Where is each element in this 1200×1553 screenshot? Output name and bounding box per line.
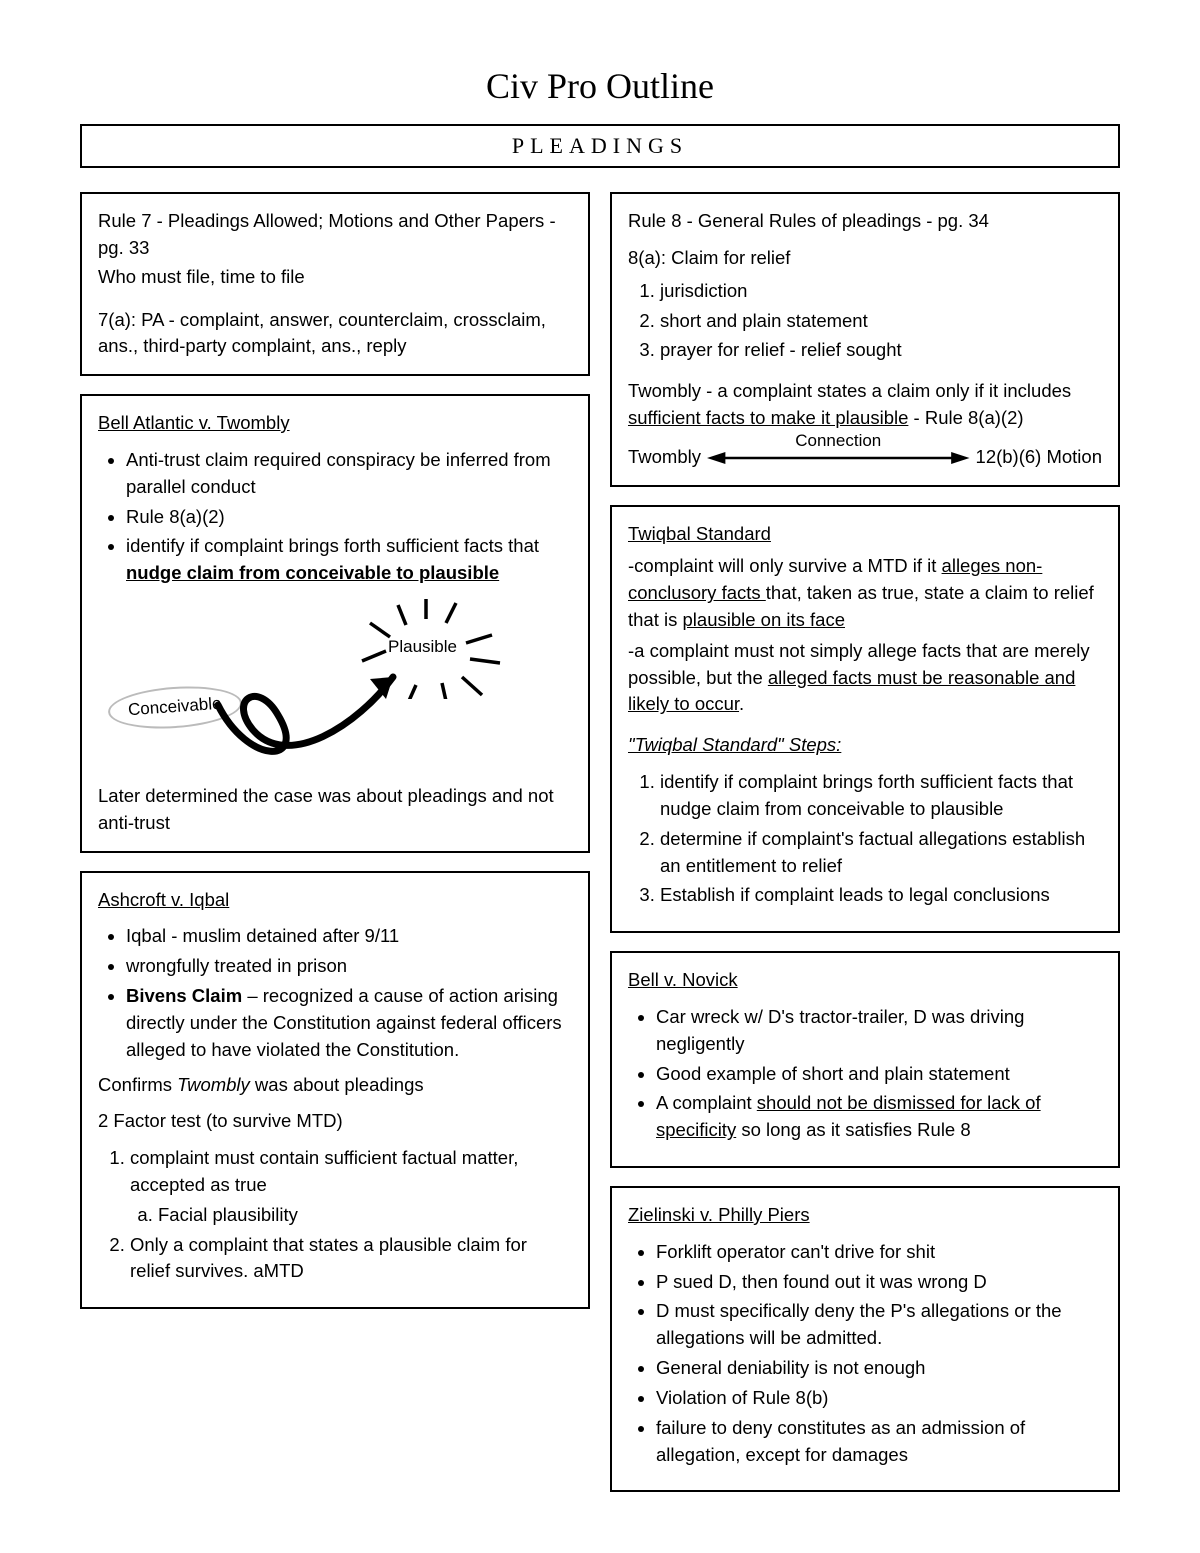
bell-bullet: Good example of short and plain statemen… — [656, 1061, 1102, 1088]
bell-bullet: Car wreck w/ D's tractor-trailer, D was … — [656, 1004, 1102, 1058]
zielinski-bullet: P sued D, then found out it was wrong D — [656, 1269, 1102, 1296]
twiqbal-box: Twiqbal Standard -complaint will only su… — [610, 505, 1120, 934]
zielinski-title: Zielinski v. Philly Piers — [628, 1202, 1102, 1229]
iqbal-title: Ashcroft v. Iqbal — [98, 887, 572, 914]
text: identify if complaint brings forth suffi… — [126, 535, 539, 556]
rule8-item: short and plain statement — [660, 308, 1102, 335]
text-emph: nudge claim from conceivable to plausibl… — [126, 562, 499, 583]
iqbal-bullet: Bivens Claim – recognized a cause of act… — [126, 983, 572, 1063]
text: so long as it satisfies Rule 8 — [736, 1119, 970, 1140]
connection-left: Twombly — [628, 444, 701, 471]
bell-bullet: A complaint should not be dismissed for … — [656, 1090, 1102, 1144]
rule8-item: jurisdiction — [660, 278, 1102, 305]
rule8-twombly: Twombly - a complaint states a claim onl… — [628, 378, 1102, 432]
text: A complaint — [656, 1092, 757, 1113]
rule7-body: 7(a): PA - complaint, answer, countercla… — [98, 307, 572, 361]
iqbal-bullet: wrongfully treated in prison — [126, 953, 572, 980]
rule8-heading: Rule 8 - General Rules of pleadings - pg… — [628, 208, 1102, 235]
zielinski-box: Zielinski v. Philly Piers Forklift opera… — [610, 1186, 1120, 1492]
text: Confirms — [98, 1074, 177, 1095]
twiqbal-step: identify if complaint brings forth suffi… — [660, 769, 1102, 823]
twombly-later: Later determined the case was about plea… — [98, 783, 572, 837]
text: - Rule 8(a)(2) — [908, 407, 1023, 428]
zielinski-bullet: Forklift operator can't drive for shit — [656, 1239, 1102, 1266]
zielinski-bullet: D must specifically deny the P's allegat… — [656, 1298, 1102, 1352]
twiqbal-step: determine if complaint's factual allegat… — [660, 826, 1102, 880]
right-column: Rule 8 - General Rules of pleadings - pg… — [610, 192, 1120, 1492]
double-arrow-icon: Connection — [707, 445, 970, 469]
twombly-title: Bell Atlantic v. Twombly — [98, 410, 572, 437]
twiqbal-p2: -a complaint must not simply allege fact… — [628, 638, 1102, 718]
conceivable-plausible-diagram: Conceivable Plausible — [98, 599, 572, 769]
text-underline: plausible on its face — [683, 609, 846, 630]
zielinski-bullet: General deniability is not enough — [656, 1355, 1102, 1382]
twiqbal-p1: -complaint will only survive a MTD if it… — [628, 553, 1102, 633]
iqbal-test-item: complaint must contain sufficient factua… — [130, 1145, 572, 1228]
twombly-bullet: identify if complaint brings forth suffi… — [126, 533, 572, 587]
twombly-box: Bell Atlantic v. Twombly Anti-trust clai… — [80, 394, 590, 853]
iqbal-test-heading: 2 Factor test (to survive MTD) — [98, 1108, 572, 1135]
text-emph: "Twiqbal Standard" Steps: — [628, 734, 841, 755]
zielinski-bullet: Violation of Rule 8(b) — [656, 1385, 1102, 1412]
rule8-box: Rule 8 - General Rules of pleadings - pg… — [610, 192, 1120, 487]
iqbal-test-item: Only a complaint that states a plausible… — [130, 1232, 572, 1286]
rule8-sub: 8(a): Claim for relief — [628, 245, 1102, 272]
rule8-item: prayer for relief - relief sought — [660, 337, 1102, 364]
text: complaint must contain sufficient factua… — [130, 1147, 518, 1195]
text: -complaint will only survive a MTD if it — [628, 555, 942, 576]
bell-box: Bell v. Novick Car wreck w/ D's tractor-… — [610, 951, 1120, 1168]
connection-right: 12(b)(6) Motion — [976, 444, 1102, 471]
zielinski-bullet: failure to deny constitutes as an admiss… — [656, 1415, 1102, 1469]
text-underline: sufficient facts to make it plausible — [628, 407, 908, 428]
bell-title: Bell v. Novick — [628, 967, 1102, 994]
content-columns: Rule 7 - Pleadings Allowed; Motions and … — [80, 192, 1120, 1492]
text-italic: Twombly — [177, 1074, 250, 1095]
curly-arrow-icon — [198, 655, 418, 775]
section-header: PLEADINGS — [80, 124, 1120, 168]
iqbal-confirms: Confirms Twombly was about pleadings — [98, 1072, 572, 1099]
twiqbal-title: Twiqbal Standard — [628, 521, 1102, 548]
twiqbal-steps-title: "Twiqbal Standard" Steps: — [628, 732, 1102, 759]
rule7-heading: Rule 7 - Pleadings Allowed; Motions and … — [98, 208, 572, 262]
text: was about pleadings — [250, 1074, 424, 1095]
twiqbal-step: Establish if complaint leads to legal co… — [660, 882, 1102, 909]
twombly-bullet: Anti-trust claim required conspiracy be … — [126, 447, 572, 501]
text: Twombly - a complaint states a claim onl… — [628, 380, 1071, 401]
iqbal-bullet: Iqbal - muslim detained after 9/11 — [126, 923, 572, 950]
page-title: Civ Pro Outline — [80, 60, 1120, 112]
iqbal-test-sub: Facial plausibility — [158, 1202, 572, 1229]
rule7-sub: Who must file, time to file — [98, 264, 572, 291]
rule7-box: Rule 7 - Pleadings Allowed; Motions and … — [80, 192, 590, 376]
left-column: Rule 7 - Pleadings Allowed; Motions and … — [80, 192, 590, 1492]
connection-diagram: Twombly Connection 12(b)(6) Motion — [628, 444, 1102, 471]
text-bold: Bivens Claim — [126, 985, 242, 1006]
twombly-bullet: Rule 8(a)(2) — [126, 504, 572, 531]
iqbal-box: Ashcroft v. Iqbal Iqbal - muslim detaine… — [80, 871, 590, 1310]
text: . — [739, 693, 744, 714]
